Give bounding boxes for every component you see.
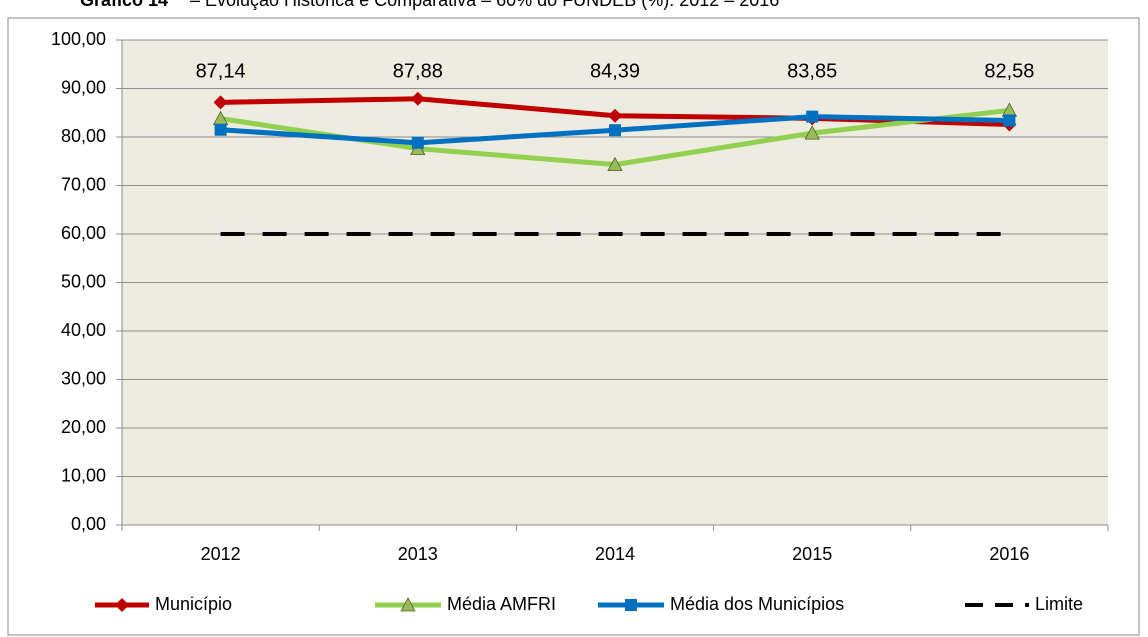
y-tick-label: 30,00 [61,368,106,388]
y-tick-label: 50,00 [61,271,106,291]
y-tick-label: 80,00 [61,126,106,146]
data-label: 84,39 [590,60,640,82]
marker [609,124,621,137]
legend-label: Média dos Municípios [670,594,844,614]
marker [607,156,623,172]
y-tick-label: 60,00 [61,223,106,243]
data-label: 83,85 [787,60,837,82]
x-tick-label: 2014 [595,544,635,564]
y-tick-label: 20,00 [61,417,106,437]
data-label: 87,88 [393,60,443,82]
chart-title-label: Gráfico 14 [80,0,168,10]
marker [214,123,227,136]
marker [115,598,129,612]
y-tick-label: 90,00 [61,77,106,97]
chart-title: – Evolução Histórica e Comparativa – 60%… [190,0,779,10]
x-tick-label: 2013 [398,544,438,564]
marker [410,91,425,106]
marker [1003,114,1016,127]
marker [213,95,228,110]
x-tick-label: 2012 [201,544,241,564]
y-tick-label: 100,00 [51,29,106,49]
x-tick-label: 2016 [989,544,1029,564]
y-tick-label: 40,00 [61,320,106,340]
data-label: 82,58 [984,60,1034,82]
y-tick-label: 10,00 [61,465,106,485]
y-tick-label: 70,00 [61,174,106,194]
marker [400,597,416,612]
marker [806,110,819,123]
legend-label: Limite [1035,594,1083,614]
marker [608,108,622,123]
marker [411,136,424,149]
x-tick-label: 2015 [792,544,832,564]
marker [625,599,637,611]
y-tick-label: 0,00 [71,514,106,534]
legend-label: Município [155,594,232,614]
data-label: 87,14 [196,60,246,82]
marker [804,125,820,140]
legend-label: Média AMFRI [447,594,556,614]
